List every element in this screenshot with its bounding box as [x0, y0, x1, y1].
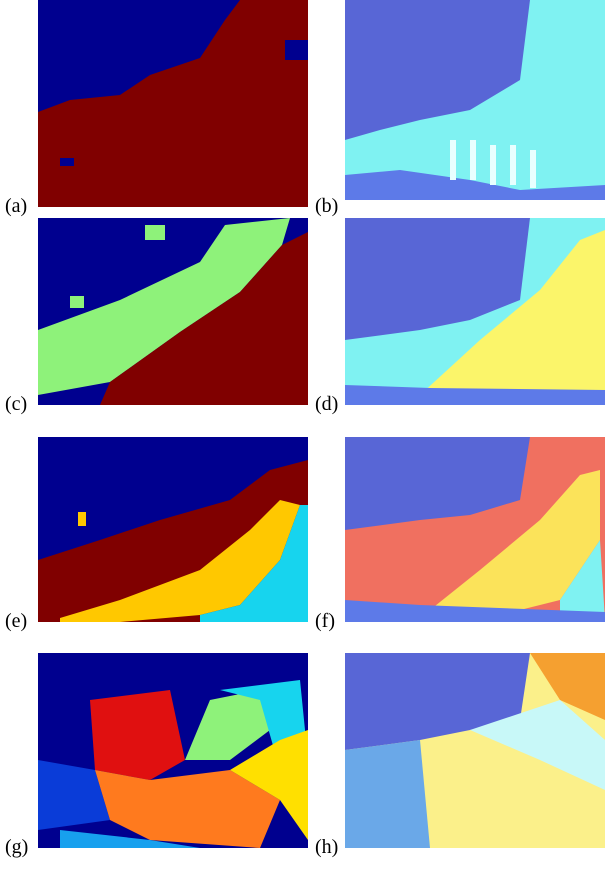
panel-labels: (a) (b) (c) (d) (e) (f) (g) (h) — [5, 195, 338, 858]
overlay-image — [345, 218, 605, 405]
panel-label: (c) — [5, 393, 27, 415]
segmentation-map — [38, 0, 308, 207]
overlay-image — [345, 653, 605, 848]
overlay-image — [345, 437, 605, 622]
panel-label: (a) — [5, 195, 27, 217]
overlay-image — [345, 0, 605, 200]
panel-label: (d) — [315, 393, 338, 415]
segmentation-map — [38, 218, 308, 405]
panel-label: (h) — [315, 836, 338, 858]
panel-label: (b) — [315, 195, 338, 217]
segmentation-map — [38, 437, 308, 622]
panel-label: (f) — [315, 610, 335, 632]
panel-label: (g) — [5, 836, 28, 858]
segmentation-map — [38, 653, 308, 848]
panel-label: (e) — [5, 610, 27, 632]
